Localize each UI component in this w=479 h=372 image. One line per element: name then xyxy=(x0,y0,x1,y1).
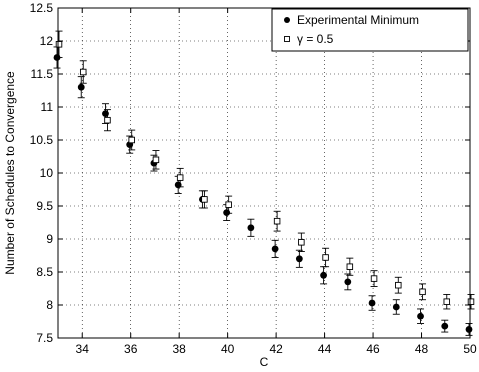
data-point-experimental-minimum xyxy=(417,312,424,320)
data-point-gamma xyxy=(225,201,232,208)
data-point-experimental-minimum xyxy=(174,181,182,189)
x-axis-label: C xyxy=(260,355,269,369)
y-tick-label: 7.5 xyxy=(36,331,53,345)
x-tick-label: 34 xyxy=(76,342,90,356)
x-tick-label: 44 xyxy=(318,342,332,356)
data-point-gamma xyxy=(79,68,87,76)
data-point-gamma xyxy=(443,298,451,305)
data-point-experimental-minimum xyxy=(295,255,303,263)
y-axis-label: Number of Schedules to Convergence xyxy=(3,71,17,275)
data-markers xyxy=(53,41,475,333)
y-tick-label: 11.5 xyxy=(31,67,54,81)
y-tick-label: 12 xyxy=(40,34,54,48)
legend-marker-experimental-minimum xyxy=(284,17,290,23)
x-tick-label: 46 xyxy=(366,342,380,356)
y-tick-label: 8 xyxy=(46,298,53,312)
data-point-gamma xyxy=(298,239,305,246)
data-point-experimental-minimum xyxy=(223,209,231,217)
data-point-gamma xyxy=(322,254,329,261)
data-point-experimental-minimum xyxy=(465,326,473,333)
y-tick-label: 9.5 xyxy=(36,199,53,213)
data-point-gamma xyxy=(55,41,63,48)
data-point-experimental-minimum xyxy=(320,271,327,279)
legend-label-experimental-minimum: Experimental Minimum xyxy=(297,13,419,27)
data-point-gamma xyxy=(128,136,135,144)
data-point-experimental-minimum xyxy=(102,110,109,117)
data-point-experimental-minimum xyxy=(441,322,449,330)
axis-ticks: 34 36 38 40 42 44 46 48 50 7.5 8 8.5 9 9.5 10 10.5 11 11.… xyxy=(30,1,477,356)
x-tick-label: 38 xyxy=(172,342,186,356)
x-tick-label: 42 xyxy=(269,342,283,356)
y-tick-label: 8.5 xyxy=(36,265,53,279)
data-point-gamma xyxy=(419,288,426,296)
legend: Experimental Minimum γ = 0.5 xyxy=(271,8,469,52)
y-tick-label: 11 xyxy=(41,100,54,114)
grid xyxy=(58,7,471,339)
legend-box xyxy=(271,8,469,52)
data-point-gamma xyxy=(176,174,184,181)
data-point-experimental-minimum xyxy=(247,224,255,232)
data-point-gamma xyxy=(152,156,160,164)
error-bars xyxy=(53,30,475,336)
plot-frame xyxy=(57,7,471,339)
data-point-gamma xyxy=(201,196,208,203)
y-tick-label: 10 xyxy=(40,166,54,180)
data-point-gamma xyxy=(346,263,354,270)
legend-marker-gamma xyxy=(284,36,290,42)
x-tick-label: 50 xyxy=(463,342,477,356)
data-point-experimental-minimum xyxy=(392,303,400,311)
data-point-gamma xyxy=(104,116,111,124)
legend-label-gamma: γ = 0.5 xyxy=(297,32,334,46)
data-point-gamma xyxy=(370,275,378,282)
x-tick-label: 36 xyxy=(124,342,138,356)
data-point-gamma xyxy=(395,281,402,289)
y-tick-label: 9 xyxy=(46,232,53,246)
data-point-experimental-minimum xyxy=(53,54,61,61)
data-point-experimental-minimum xyxy=(77,83,85,91)
data-point-gamma xyxy=(467,298,475,305)
y-tick-label: 12.5 xyxy=(30,1,54,15)
data-point-experimental-minimum xyxy=(344,278,352,286)
data-point-gamma xyxy=(273,217,281,225)
y-tick-label: 10.5 xyxy=(30,133,54,147)
data-point-experimental-minimum xyxy=(368,299,376,307)
x-tick-label: 40 xyxy=(221,342,235,356)
data-point-experimental-minimum xyxy=(271,245,279,253)
x-tick-label: 48 xyxy=(415,342,429,356)
